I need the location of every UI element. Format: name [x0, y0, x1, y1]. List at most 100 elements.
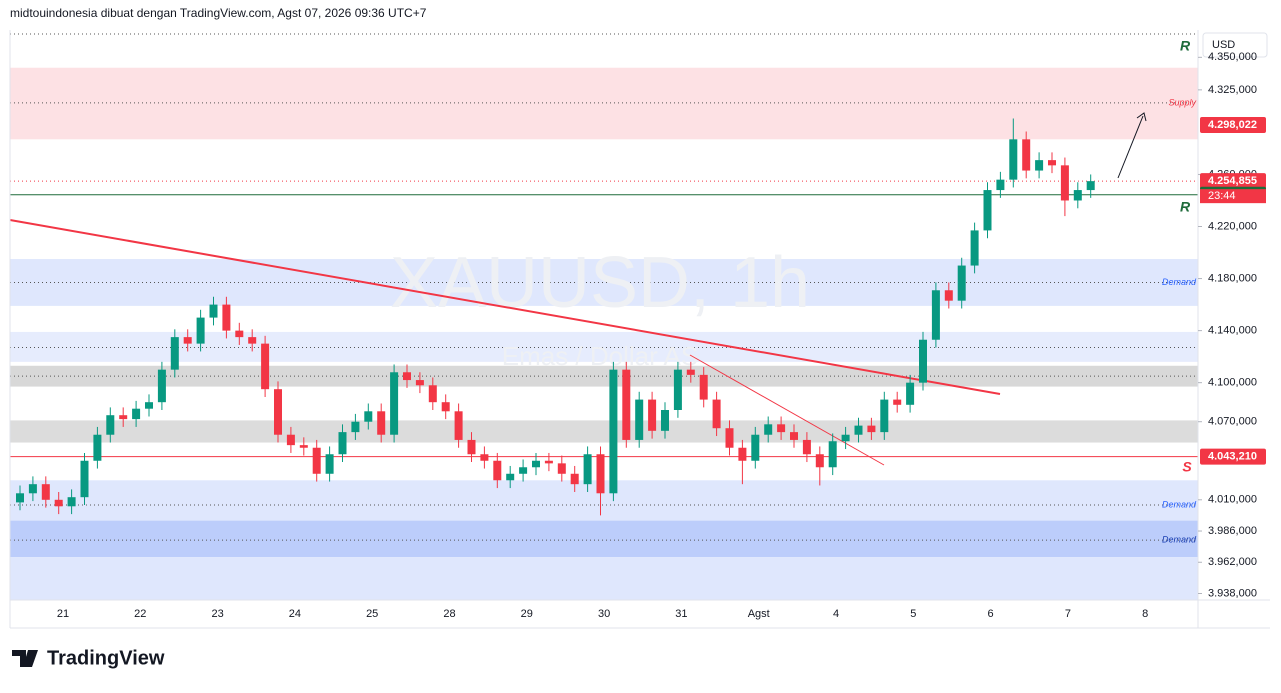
candle-body [635, 399, 644, 440]
x-tick-label: Agst [748, 608, 770, 620]
x-tick-label: 24 [289, 608, 301, 620]
brand: TradingView [47, 647, 165, 669]
price-label-box [1200, 448, 1266, 465]
candle-body [235, 330, 244, 338]
trendline [689, 354, 885, 466]
zone [10, 67, 1198, 140]
candle-body [712, 399, 721, 429]
candle-body [957, 265, 966, 301]
header: midtouindonesia dibuat dengan TradingVie… [10, 6, 427, 20]
candle-body [28, 484, 37, 494]
candle-body [519, 467, 528, 474]
x-tick-label: 5 [910, 608, 916, 620]
zone [10, 331, 1198, 362]
candle-body [970, 230, 979, 266]
candle-body [274, 389, 282, 435]
annotation: R [1180, 38, 1191, 54]
candle-body [764, 424, 773, 435]
zone-label: Demand [1162, 277, 1197, 287]
candle-body [16, 493, 24, 503]
candle-body [170, 337, 179, 370]
countdown-box [1200, 189, 1266, 204]
price-label: 4.254,855 [1208, 175, 1257, 187]
candle-body [428, 385, 437, 403]
zone [10, 420, 1198, 443]
annotation: S [1182, 459, 1192, 475]
candle-body [377, 411, 386, 435]
candle-body [919, 339, 927, 383]
candle-body [493, 460, 502, 481]
candle-body [183, 337, 192, 344]
candle-body [893, 399, 902, 405]
annotation: R [1180, 199, 1191, 215]
price-label-box [1200, 116, 1266, 133]
currency: USD [1212, 39, 1235, 51]
candle-body [132, 408, 141, 420]
candle-body [209, 304, 218, 318]
candle-body [686, 369, 695, 375]
arrow [1117, 115, 1144, 179]
candle-body [338, 432, 347, 455]
x-tick-label: 7 [1065, 608, 1071, 620]
candle-body [751, 434, 760, 461]
candle-body [880, 399, 889, 433]
candle-body [390, 372, 399, 435]
candle-body [1060, 165, 1069, 201]
candle-body [661, 410, 669, 431]
zone [10, 259, 1198, 306]
candle-body [480, 454, 489, 461]
candle-body [93, 434, 102, 461]
y-tick-label: 4.140,000 [1208, 325, 1257, 337]
candle-body [1048, 160, 1056, 166]
candle-body [532, 460, 540, 468]
candle-body [196, 317, 205, 344]
candle-body [983, 190, 992, 231]
y-tick-label: 4.325,000 [1208, 84, 1257, 96]
candle-body [454, 411, 463, 440]
candle-body [403, 372, 411, 381]
price-label: 4.043,210 [1208, 450, 1257, 462]
candle-body [299, 445, 308, 448]
candle-body [648, 399, 657, 431]
zone [10, 365, 1198, 387]
y-tick-label: 4.220,000 [1208, 220, 1257, 232]
candle-body [544, 460, 553, 464]
candle-body [570, 473, 579, 485]
candle-body [67, 497, 76, 507]
candle-body [80, 460, 89, 498]
candle-body [506, 473, 515, 481]
candle-body [106, 415, 115, 435]
candle-body [1035, 160, 1044, 171]
candle-body [312, 447, 321, 474]
zone-label: Supply [1168, 97, 1196, 107]
candle-body [906, 382, 915, 405]
candle-body [1022, 139, 1031, 171]
candle-body [351, 421, 360, 433]
y-tick-label: 4.010,000 [1208, 494, 1257, 506]
candle-body [145, 402, 153, 409]
x-tick-label: 22 [134, 608, 146, 620]
candle-body [828, 441, 837, 468]
candle-body [725, 428, 734, 448]
watermark: XAUUSD, 1h [390, 243, 810, 323]
x-tick-label: 21 [57, 608, 69, 620]
candle-body [415, 380, 424, 386]
x-tick-label: 30 [598, 608, 610, 620]
candle-body [119, 415, 128, 420]
candle-body [699, 374, 708, 400]
arrow-head [1136, 112, 1147, 122]
candle-body [854, 425, 863, 435]
x-tick-label: 23 [211, 608, 223, 620]
candle-body [583, 454, 592, 485]
price-label-box [1200, 173, 1266, 190]
candle-body [1073, 190, 1082, 201]
x-tick-label: 29 [521, 608, 533, 620]
logo-mark [12, 650, 38, 667]
x-tick-label: 25 [366, 608, 378, 620]
currency-box[interactable] [1202, 32, 1268, 58]
zone-label: Demand [1162, 499, 1197, 509]
candle-body [673, 369, 682, 410]
zone-label: Demand [1162, 535, 1197, 545]
